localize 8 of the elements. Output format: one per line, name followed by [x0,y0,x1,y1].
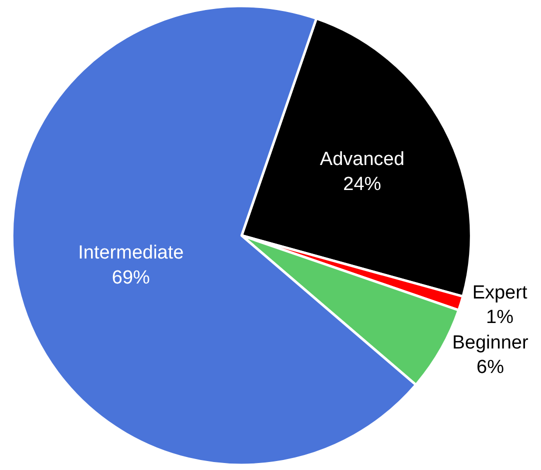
slice-label: Intermediate [78,242,184,264]
slice-label: Expert [472,282,528,304]
data-label: 1% [486,307,514,328]
data-label: 6% [476,357,504,378]
slice-label: Advanced [320,149,404,170]
slice-label: Beginner [452,332,529,354]
data-label: 24% [343,174,382,195]
data-label: 69% [112,267,150,288]
